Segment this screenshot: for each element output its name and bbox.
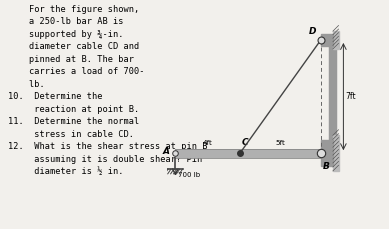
Text: 700 lb: 700 lb [178, 172, 200, 178]
Text: A: A [163, 147, 170, 156]
Text: 5ft: 5ft [275, 140, 285, 146]
Bar [321, 34, 333, 46]
Text: C: C [242, 139, 248, 147]
Bar [333, 31, 338, 49]
Text: D: D [309, 27, 317, 36]
Text: B: B [322, 162, 329, 171]
Bar [333, 135, 338, 171]
Text: 4ft: 4ft [203, 140, 213, 146]
Bar [175, 149, 321, 158]
Bar [321, 140, 333, 166]
Text: 7ft: 7ft [346, 92, 356, 101]
Text: For the figure shown,
    a 250-lb bar AB is
    supported by ¾-in.
    diameter: For the figure shown, a 250-lb bar AB is… [8, 5, 207, 176]
